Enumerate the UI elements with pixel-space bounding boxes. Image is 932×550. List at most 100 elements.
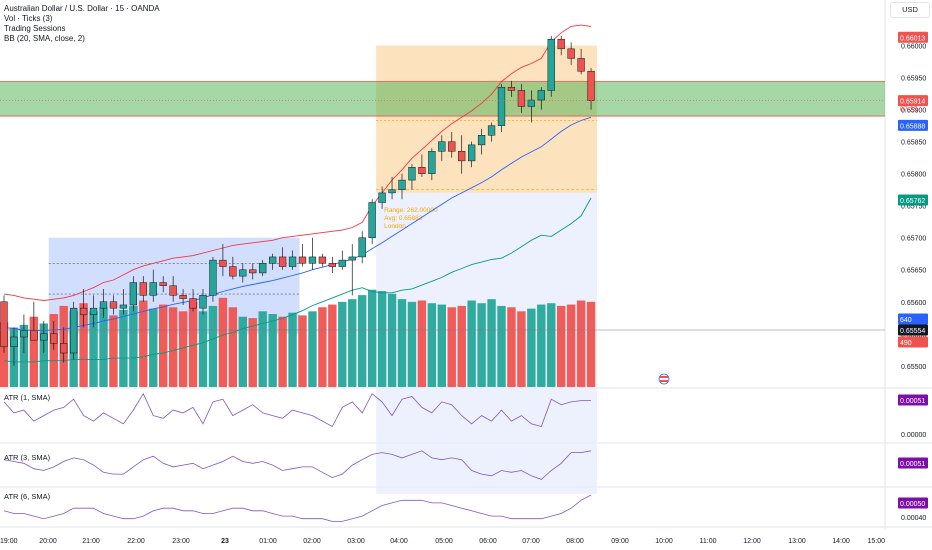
volume-bar (178, 311, 188, 387)
price-tick-label: 0.65850 (901, 140, 926, 147)
candle-body (109, 301, 118, 309)
price-tick-label: 0.65750 (901, 204, 926, 211)
volume-bar (119, 309, 128, 387)
badge-volume-price: 0.65554 (900, 328, 925, 335)
currency-selector[interactable]: USD (890, 2, 930, 18)
candle-body (60, 343, 68, 354)
volume-bar (218, 297, 228, 387)
volume-bar (517, 311, 526, 387)
volume-bar (278, 316, 287, 387)
volume-bar (427, 303, 437, 387)
volume-bar (49, 314, 58, 387)
candle-body (89, 307, 98, 315)
volume-bar (288, 312, 297, 387)
candle-body (229, 266, 237, 277)
time-tick-label: 13:00 (788, 538, 806, 545)
candle-body (189, 298, 197, 309)
time-tick-label: 20:00 (39, 538, 57, 545)
candle-body (517, 90, 526, 107)
candle-body (487, 125, 496, 136)
volume-bar (417, 300, 427, 387)
us-flag-stripe (660, 376, 668, 378)
volume-bar (198, 311, 208, 387)
volume-bar (159, 304, 168, 387)
candle-body (219, 259, 227, 267)
volume-bar (477, 303, 486, 387)
candle-body (408, 167, 416, 181)
volume-bar (168, 307, 178, 387)
atr6-line (3, 494, 592, 522)
candle-body (209, 259, 217, 296)
candle-body (119, 304, 128, 309)
badge-countdown: 07:25 (900, 107, 918, 114)
volume-bar (467, 300, 476, 387)
candle-body (338, 259, 346, 267)
badge-volume-price-bg (898, 324, 928, 336)
candle-body (249, 269, 257, 274)
candle-body (497, 86, 506, 126)
volume-bar (497, 305, 506, 387)
volume-bar (99, 307, 108, 387)
candle-body (507, 86, 516, 91)
candle-body (269, 256, 277, 264)
volume-bar (238, 316, 247, 387)
session-info-text-0: Range: 262.00000 (384, 207, 438, 214)
volume-bar (377, 291, 387, 387)
atr1-line (3, 392, 591, 428)
badge-bb-basis: 0.65888 (900, 123, 925, 130)
badge-volume-up: 640 (900, 317, 912, 324)
candle-body (378, 192, 386, 203)
volume-bar (576, 300, 586, 387)
atr3-line (3, 450, 592, 480)
candle-body (438, 141, 446, 152)
atr6-pane-label[interactable]: ATR (6, SMA) (4, 492, 51, 501)
volume-bar (557, 305, 566, 387)
price-tick-label: 0.65600 (901, 300, 926, 307)
atr3-pane-label[interactable]: ATR (3, SMA) (4, 453, 51, 462)
volume-bar (527, 308, 536, 387)
candle-body (318, 256, 327, 264)
price-tick-label: 0.65500 (901, 364, 926, 371)
badge-atr1-value: 0.00051 (900, 398, 925, 405)
volume-bar (228, 307, 238, 387)
time-tick-label: 10:00 (655, 538, 673, 545)
badge-bb-lower: 0.65762 (900, 198, 925, 205)
candle-body (348, 256, 356, 261)
candle-body (567, 48, 575, 59)
legend-volume[interactable]: Vol · Ticks (3) (4, 14, 53, 23)
candle-body (477, 135, 486, 146)
time-tick-label: 14:00 (832, 538, 850, 545)
price-tick-label: 0.66000 (901, 44, 926, 51)
volume-bar (547, 303, 556, 387)
time-tick-label: 08:00 (566, 538, 584, 545)
volume-bar (248, 318, 257, 387)
candle-body (547, 38, 555, 91)
badge-atr3-value-bg (898, 457, 928, 469)
legend-bollinger[interactable]: BB (20, SMA, close, 2) (4, 34, 85, 43)
volume-bar (89, 311, 98, 387)
volume-bar (487, 299, 496, 387)
candle-body (199, 295, 207, 309)
candle-body (468, 144, 476, 162)
atr1-pane-label[interactable]: ATR (1, SMA) (4, 393, 51, 402)
price-tick-label: 0.65800 (901, 172, 926, 179)
volume-bar (437, 304, 446, 387)
badge-atr3-value: 0.00051 (900, 461, 925, 468)
bb-upper-line (3, 24, 592, 301)
badge-atr6-value-bg (898, 497, 928, 509)
volume-bar (447, 307, 456, 387)
candle-body (328, 263, 337, 267)
candle-body (169, 285, 177, 296)
atr6-tick-label: 0.00040 (901, 515, 926, 522)
candle-body (278, 256, 287, 267)
atr1-tick-label: 0.00000 (901, 432, 926, 439)
session-info-text-2: London (384, 223, 406, 230)
volume-bar (507, 307, 516, 387)
legend-sessions[interactable]: Trading Sessions (4, 24, 66, 33)
us-flag-stripe (660, 380, 668, 382)
volume-bar (387, 293, 397, 387)
price-tick-label: 0.65950 (901, 76, 926, 83)
badge-volume-down: 490 (900, 340, 912, 347)
price-tick-label: 0.65900 (901, 108, 926, 115)
